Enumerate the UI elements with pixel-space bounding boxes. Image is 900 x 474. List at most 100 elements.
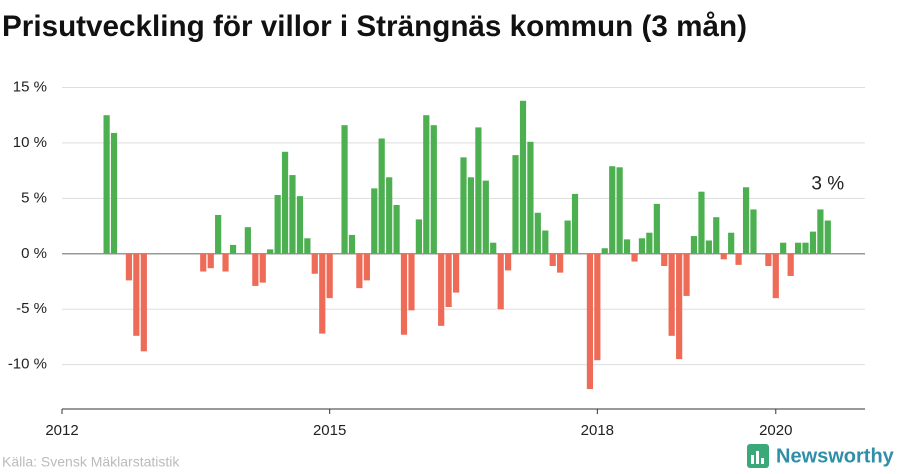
x-tick-label: 2012 [45, 422, 78, 439]
bar [668, 253, 675, 336]
source: Källa: Svensk Mäklarstatistik [2, 454, 180, 470]
bar [705, 240, 712, 254]
bar [408, 253, 415, 311]
bar [690, 236, 698, 254]
bar [750, 209, 757, 254]
bar [252, 253, 259, 286]
bar [601, 248, 608, 254]
bar [452, 253, 460, 293]
bar [728, 232, 735, 254]
bar [244, 227, 251, 254]
bar [356, 253, 363, 289]
bar [609, 166, 616, 254]
bar [571, 193, 579, 254]
bar [490, 242, 497, 254]
bar [713, 217, 720, 254]
bar [646, 232, 653, 254]
bar [787, 253, 794, 276]
bar [653, 203, 660, 254]
bar [438, 253, 445, 326]
bar [378, 138, 385, 254]
bar [772, 253, 779, 299]
bar [363, 253, 370, 281]
bar [765, 253, 772, 266]
bar [534, 212, 541, 254]
bar [809, 231, 817, 254]
y-tick-label: -5 % [16, 300, 47, 317]
bar [460, 157, 467, 254]
y-tick-label: -10 % [8, 356, 47, 373]
bar [802, 242, 809, 254]
bar [259, 253, 266, 283]
bar [475, 127, 482, 254]
bar [423, 115, 430, 254]
bar [542, 230, 549, 254]
bar [549, 253, 556, 266]
x-tick-label: 2015 [313, 422, 346, 439]
bar [289, 175, 296, 254]
bar [430, 125, 437, 254]
bar [623, 239, 631, 254]
x-tick-label: 2018 [581, 422, 614, 439]
bar [415, 219, 422, 254]
bar [125, 253, 133, 281]
bar [557, 253, 564, 273]
bar [482, 180, 489, 254]
bar [207, 253, 214, 269]
bar [683, 253, 690, 296]
logo-bar [761, 458, 764, 464]
y-tick-label: 10 % [13, 134, 47, 151]
bar [794, 242, 802, 254]
bar [594, 253, 601, 361]
bar [341, 125, 348, 254]
bar [631, 253, 638, 262]
bar [304, 238, 311, 254]
bar [445, 253, 452, 308]
bar [200, 253, 207, 272]
bar [720, 253, 727, 260]
bar [817, 209, 824, 254]
bar [638, 238, 646, 254]
annotation: 3 % [811, 174, 844, 195]
x-tick-label: 2020 [759, 422, 792, 439]
bar [311, 253, 318, 274]
bar [140, 253, 147, 352]
logo-bar [751, 455, 754, 464]
bar [564, 220, 571, 254]
logo-text: Newsworthy [776, 445, 895, 467]
y-tick-label: 15 % [13, 78, 47, 95]
bar [393, 205, 400, 254]
y-tick-label: 0 % [21, 245, 47, 262]
bar [676, 253, 683, 360]
bar [281, 151, 289, 254]
y-tick-label: 5 % [21, 189, 47, 206]
bar [661, 253, 668, 266]
bar [586, 253, 594, 390]
bar [296, 196, 304, 254]
bar [319, 253, 326, 334]
bar [698, 191, 705, 254]
bar [400, 253, 408, 335]
bar [527, 141, 534, 254]
bar [229, 244, 237, 254]
bar [742, 187, 750, 254]
bar [267, 249, 274, 254]
bar [616, 167, 623, 254]
bar [274, 195, 281, 254]
bar [519, 100, 527, 254]
bar [103, 115, 110, 254]
bar [735, 253, 742, 265]
bar [371, 188, 378, 254]
bar [780, 242, 787, 254]
bar [512, 155, 519, 254]
logo-bar [756, 451, 759, 464]
bar [326, 253, 333, 299]
bar [348, 234, 356, 254]
bar [386, 177, 393, 254]
bar [497, 253, 504, 310]
bar [215, 214, 222, 254]
bar [824, 220, 831, 254]
bar [222, 253, 229, 272]
logo: Newsworthy [747, 444, 895, 468]
